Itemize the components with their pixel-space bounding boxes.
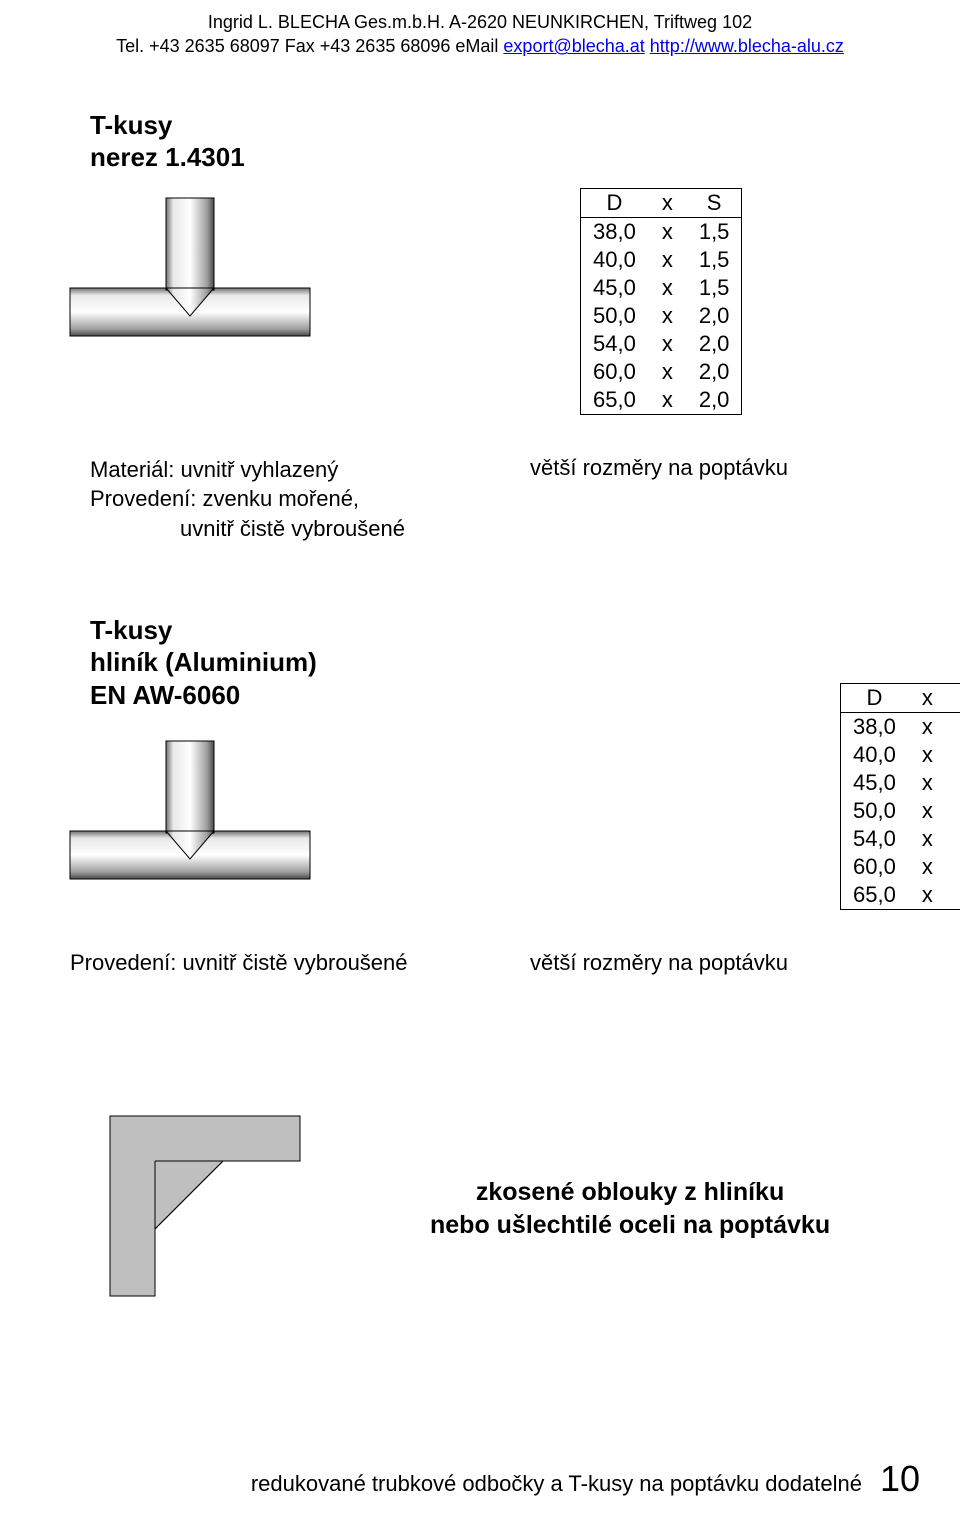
table-row: 38,0x1,5 (841, 713, 960, 742)
section2-title-line1: T-kusy (90, 614, 890, 647)
table-cell: x (648, 246, 687, 274)
section3-text: zkosené oblouky z hliníku nebo ušlechtil… (430, 1176, 830, 1241)
section1-title: T-kusy nerez 1.4301 (90, 109, 890, 174)
table-cell: 54,0 (841, 825, 908, 853)
footer-text: redukované trubkové odbočky a T-kusy na … (251, 1471, 862, 1497)
header-email-link[interactable]: export@blecha.at (503, 36, 644, 56)
table-cell: x (648, 330, 687, 358)
table-row: 45,0x1,5 (581, 274, 742, 302)
table-cell: 38,0 (841, 713, 908, 742)
table-row: 50,0x2,0 (841, 797, 960, 825)
header-line1: Ingrid L. BLECHA Ges.m.b.H. A-2620 NEUNK… (0, 10, 960, 34)
table-cell: 2,0 (687, 358, 742, 386)
table-cell: 1,5 (687, 246, 742, 274)
table-cell: x (908, 853, 947, 881)
header-contact: Tel. +43 2635 68097 Fax +43 2635 68096 e… (116, 36, 503, 56)
table-row: 54,0x2,0 (581, 330, 742, 358)
section2-dim-table: DxS 38,0x1,540,0x1,545,0x1,550,0x2,054,0… (840, 683, 960, 910)
page-footer: redukované trubkové odbočky a T-kusy na … (251, 1458, 920, 1500)
table-cell: x (908, 881, 947, 910)
section1-notes-left: Materiál: uvnitř vyhlazený Provedení: zv… (90, 455, 470, 544)
table-row: 40,0x1,5 (581, 246, 742, 274)
section1-notes-right: větší rozměry na poptávku (530, 455, 788, 544)
table-cell: 50,0 (841, 797, 908, 825)
table-row: 54,0x2,0 (841, 825, 960, 853)
tee-pipe-icon (60, 188, 320, 363)
s1-note-l1: Materiál: uvnitř vyhlazený (90, 455, 470, 485)
table-cell: 1,5 (947, 741, 960, 769)
table-cell: 60,0 (841, 853, 908, 881)
table-cell: 40,0 (841, 741, 908, 769)
table-cell: 60,0 (581, 358, 648, 386)
section1-title-line1: T-kusy (90, 109, 890, 142)
table-header-cell: S (687, 188, 742, 217)
table-cell: x (648, 302, 687, 330)
table-header-cell: x (648, 188, 687, 217)
table-row: 45,0x1,5 (841, 769, 960, 797)
table-cell: 2,0 (687, 302, 742, 330)
table-cell: 1,5 (947, 769, 960, 797)
section3-line2: nebo ušlechtilé oceli na poptávku (430, 1209, 830, 1242)
section1-title-line2: nerez 1.4301 (90, 141, 890, 174)
header-line2: Tel. +43 2635 68097 Fax +43 2635 68096 e… (0, 34, 960, 58)
table-cell: x (908, 825, 947, 853)
table-row: 65,0x2,0 (841, 881, 960, 910)
table-cell: 54,0 (581, 330, 648, 358)
table-cell: 45,0 (841, 769, 908, 797)
section1-dim-table: DxS 38,0x1,540,0x1,545,0x1,550,0x2,054,0… (580, 188, 742, 415)
table-row: 60,0x2,0 (581, 358, 742, 386)
s1-note-l3: uvnitř čistě vybroušené (90, 514, 470, 544)
table-header-cell: S (947, 684, 960, 713)
table-cell: 65,0 (841, 881, 908, 910)
table-cell: 1,5 (687, 217, 742, 246)
table-cell: 2,0 (947, 825, 960, 853)
table-cell: 45,0 (581, 274, 648, 302)
table-row: 50,0x2,0 (581, 302, 742, 330)
s1-note-l2: Provedení: zvenku mořené, (90, 484, 470, 514)
document-header: Ingrid L. BLECHA Ges.m.b.H. A-2620 NEUNK… (0, 0, 960, 59)
section2-notes-right: větší rozměry na poptávku (530, 950, 788, 976)
table-cell: 2,0 (687, 330, 742, 358)
table-header-cell: x (908, 684, 947, 713)
section2-title-line2: hliník (Aluminium) (90, 646, 890, 679)
table-cell: 40,0 (581, 246, 648, 274)
table-cell: x (908, 769, 947, 797)
table-header-cell: D (841, 684, 908, 713)
table-cell: x (648, 217, 687, 246)
table-cell: 1,5 (947, 713, 960, 742)
tee-pipe-icon-2 (60, 731, 320, 906)
table-cell: 2,0 (947, 881, 960, 910)
section3-line1: zkosené oblouky z hliníku (430, 1176, 830, 1209)
table-cell: x (908, 797, 947, 825)
header-url-link[interactable]: http://www.blecha-alu.cz (650, 36, 844, 56)
table-row: 40,0x1,5 (841, 741, 960, 769)
table-row: 38,0x1,5 (581, 217, 742, 246)
table-cell: 38,0 (581, 217, 648, 246)
corner-bend-icon (100, 1106, 310, 1311)
table-cell: 1,5 (687, 274, 742, 302)
table-row: 60,0x2,0 (841, 853, 960, 881)
table-cell: x (648, 274, 687, 302)
table-cell: x (908, 713, 947, 742)
table-cell: x (648, 386, 687, 415)
table-cell: 2,0 (947, 853, 960, 881)
table-cell: 50,0 (581, 302, 648, 330)
table-row: 65,0x2,0 (581, 386, 742, 415)
table-cell: 2,0 (947, 797, 960, 825)
table-header-cell: D (581, 188, 648, 217)
table-cell: 2,0 (687, 386, 742, 415)
table-cell: x (908, 741, 947, 769)
table-cell: 65,0 (581, 386, 648, 415)
footer-page-number: 10 (880, 1458, 920, 1500)
section2-notes-left: Provedení: uvnitř čistě vybroušené (70, 950, 470, 976)
table-cell: x (648, 358, 687, 386)
